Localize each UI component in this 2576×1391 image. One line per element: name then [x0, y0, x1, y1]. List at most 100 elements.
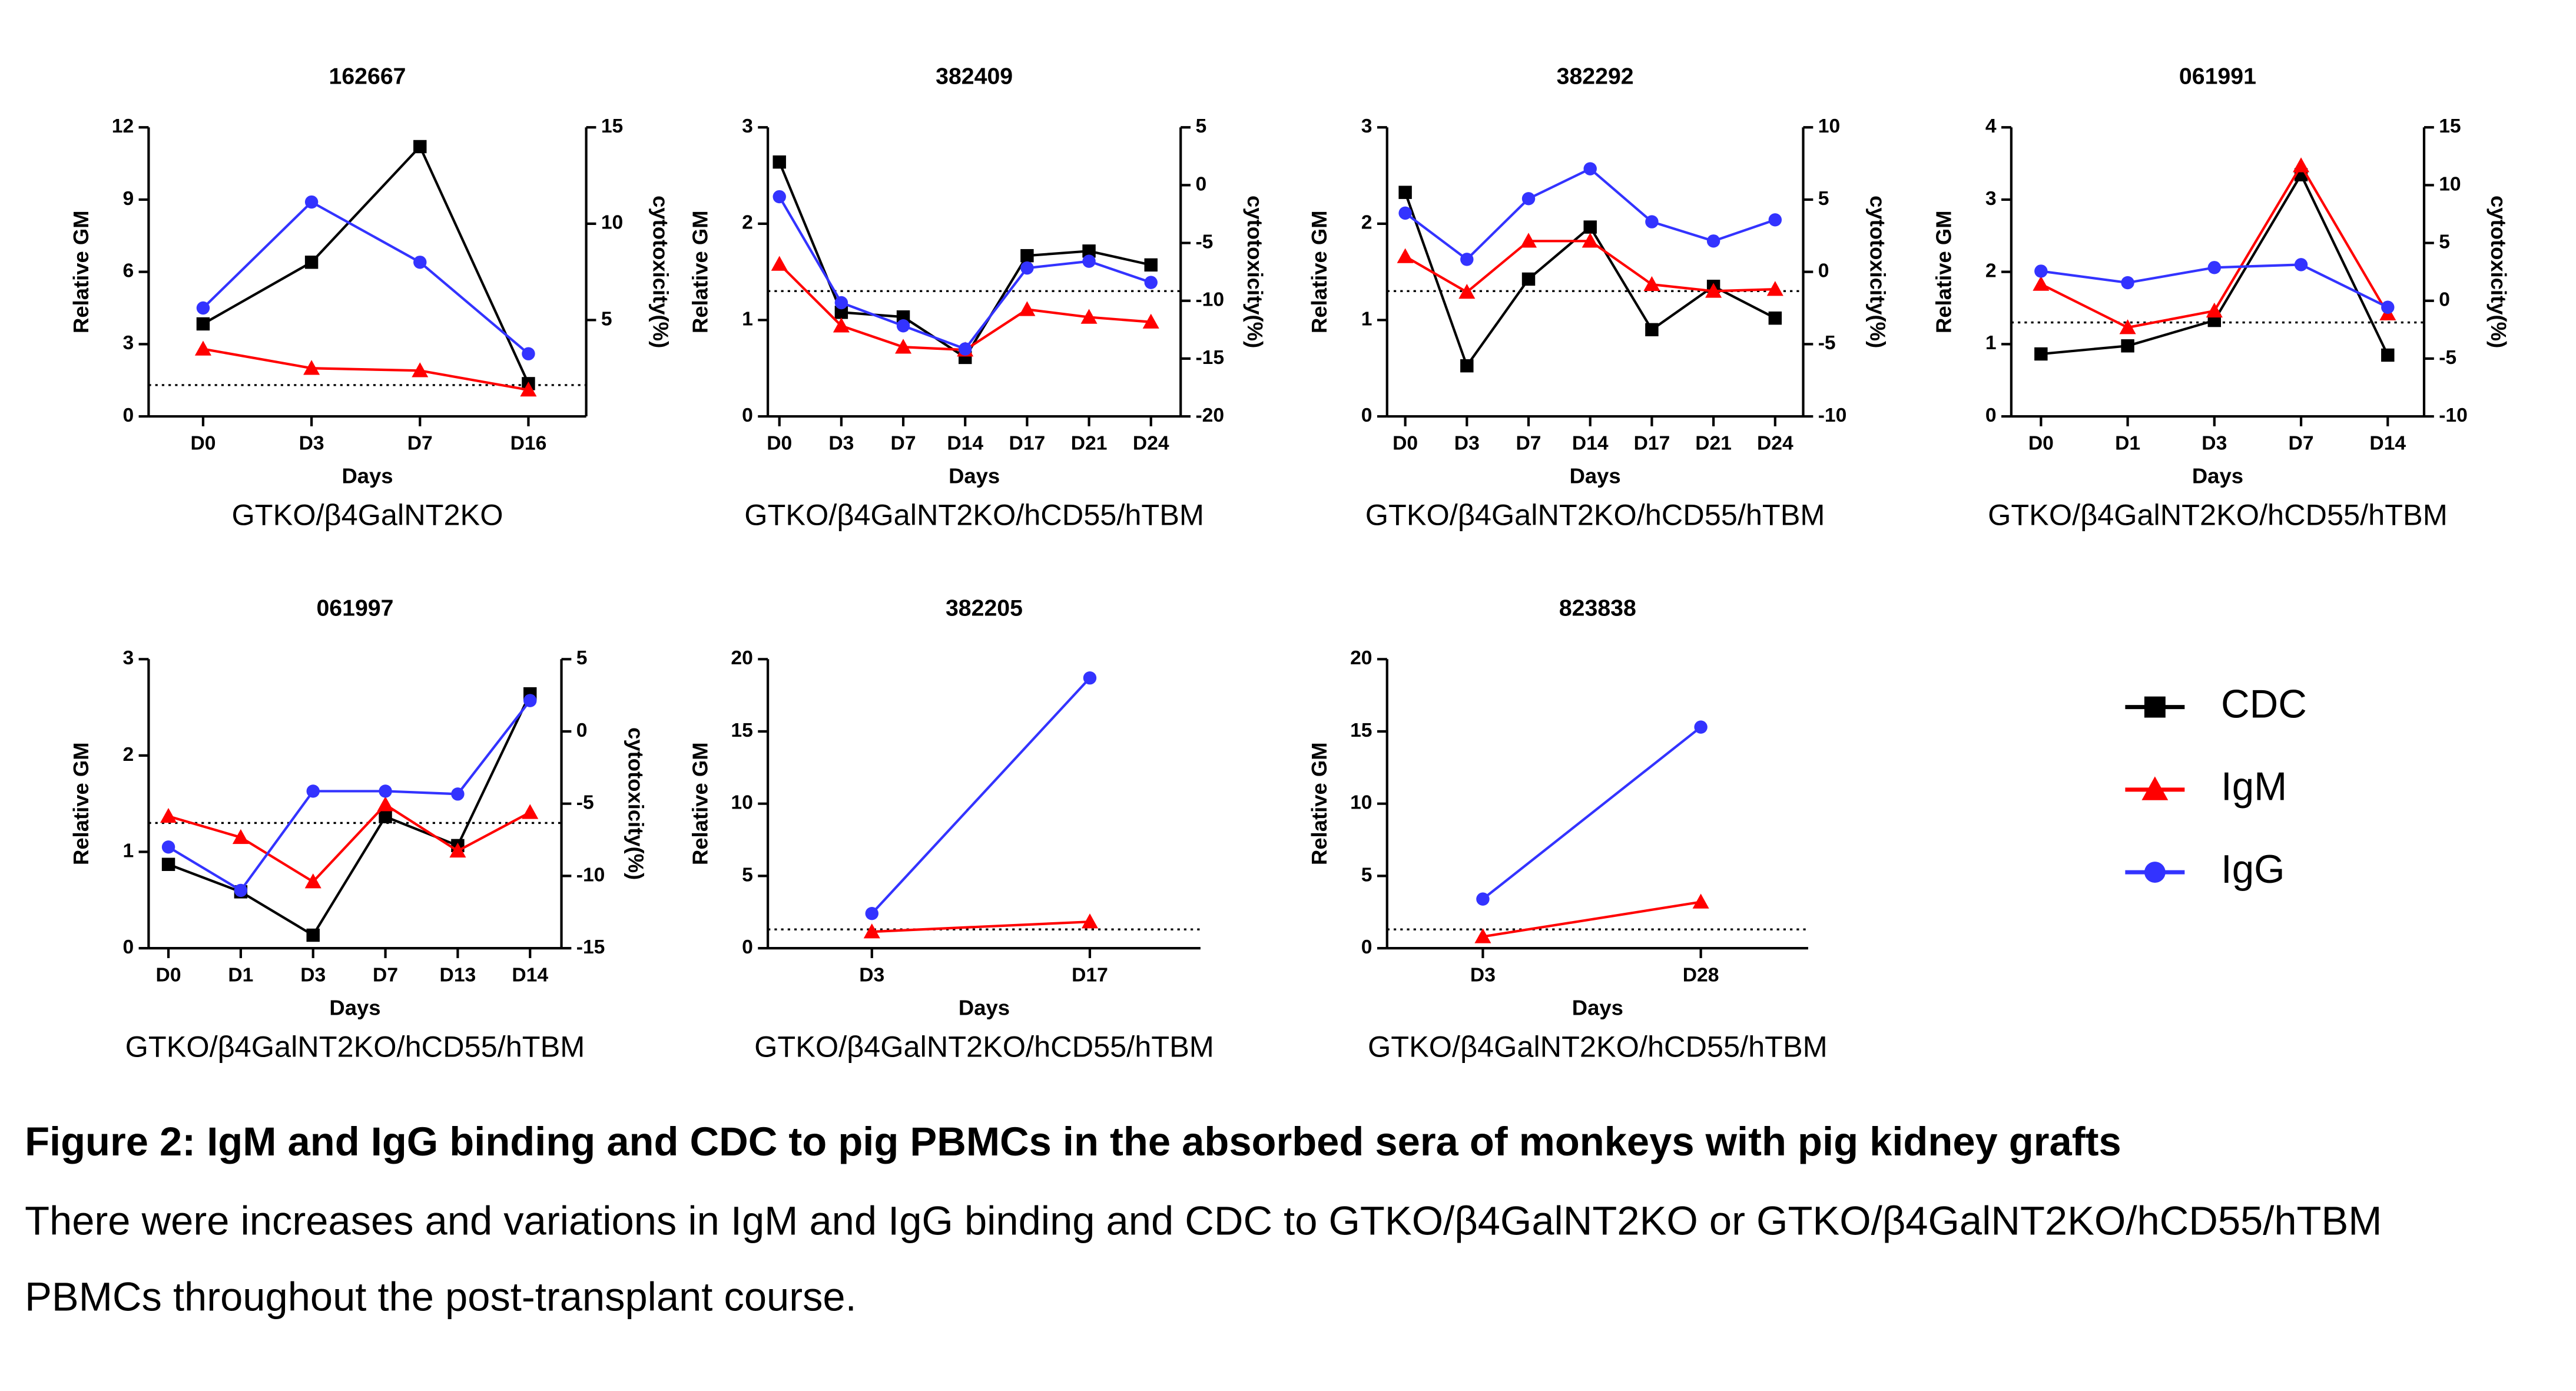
x-tick-label: D21 [1695, 433, 1732, 455]
x-tick-label: D3 [1470, 965, 1496, 986]
chart-title: 382409 [936, 63, 1013, 89]
series-line [1404, 191, 1776, 369]
y2-tick-label: 0 [1818, 260, 1829, 282]
marker [1582, 233, 1599, 248]
marker [1020, 261, 1034, 275]
marker [161, 857, 175, 871]
y-axis-label: Relative GM [688, 742, 712, 865]
marker [1082, 244, 1096, 258]
x-tick-label: D24 [1757, 433, 1793, 455]
marker [1692, 893, 1709, 909]
y-tick-label: 0 [742, 936, 753, 958]
marker [2033, 276, 2050, 291]
marker [1144, 276, 1158, 289]
y-tick-label: 9 [122, 188, 134, 210]
y2-tick-label: -5 [2439, 347, 2456, 369]
marker [304, 256, 319, 269]
marker [834, 296, 848, 310]
y-tick-label: 0 [122, 936, 134, 958]
legend-marker [2141, 776, 2169, 800]
x-tick-label: D3 [300, 965, 326, 986]
marker [1768, 213, 1782, 227]
y2-tick-label: -20 [1195, 405, 1224, 426]
y2-tick-label: 0 [576, 720, 588, 741]
marker [1474, 928, 1491, 943]
x-tick-label: D14 [2369, 433, 2406, 455]
marker [833, 317, 850, 333]
x-tick-label: D1 [228, 965, 253, 986]
marker [896, 319, 910, 333]
marker [522, 804, 539, 819]
marker [2034, 264, 2048, 278]
marker [1645, 215, 1659, 228]
y-tick-label: 20 [731, 647, 752, 669]
marker [773, 190, 786, 204]
marker [1705, 283, 1722, 298]
marker [1144, 258, 1158, 272]
marker [379, 784, 392, 798]
y-tick-label: 2 [122, 744, 134, 766]
marker [1080, 309, 1098, 324]
y-tick-label: 1 [742, 308, 753, 330]
y2-tick-label: -10 [2439, 405, 2468, 426]
series-line [167, 700, 531, 892]
x-tick-label: D7 [407, 433, 433, 455]
marker [1398, 206, 1412, 220]
marker [2034, 347, 2048, 361]
subtitle: GTKO/β4GalNT2KO/hCD55/hTBM [1368, 1029, 1828, 1063]
marker [196, 317, 210, 331]
y-tick-label: 15 [731, 720, 752, 741]
marker [304, 195, 319, 209]
caption-line: PBMCs throughout the post-transplant cou… [25, 1274, 857, 1320]
marker [160, 807, 177, 823]
marker [2381, 300, 2395, 314]
x-axis-label: Days [959, 995, 1010, 1019]
y-tick-label: 3 [122, 647, 134, 669]
marker [520, 382, 537, 397]
marker [1645, 323, 1659, 337]
marker [379, 810, 392, 823]
x-tick-label: D7 [891, 433, 916, 455]
chart-title: 382292 [1557, 63, 1634, 89]
marker [1083, 671, 1097, 685]
x-tick-label: D0 [190, 433, 216, 455]
series-line [871, 920, 1090, 933]
y2-tick-label: 5 [2439, 231, 2450, 253]
y2-tick-label: 10 [601, 212, 623, 234]
x-tick-label: D21 [1071, 433, 1108, 455]
y2-tick-label: -5 [1818, 332, 1836, 354]
y2-tick-label: 10 [2439, 173, 2461, 195]
series-line [202, 200, 529, 355]
y-tick-label: 12 [112, 115, 134, 137]
marker [2121, 276, 2134, 290]
marker [2121, 339, 2134, 353]
x-tick-label: D16 [510, 433, 547, 455]
y-tick-label: 0 [742, 405, 753, 426]
marker [959, 342, 972, 356]
legend-marker [2144, 862, 2166, 883]
y-tick-label: 4 [1985, 115, 1997, 137]
marker [1706, 234, 1720, 248]
marker [1020, 249, 1034, 263]
marker [2119, 319, 2136, 334]
series-line [168, 803, 531, 883]
legend-label: IgM [2221, 765, 2287, 809]
y-tick-label: 5 [1361, 864, 1372, 886]
y2-tick-label: 10 [1818, 115, 1840, 137]
y2-axis-label: cytotoxicity(%) [1865, 196, 1889, 348]
legend-marker [2144, 696, 2166, 718]
y2-axis-label: cytotoxicity(%) [1243, 196, 1267, 348]
x-tick-label: D28 [1683, 965, 1719, 986]
x-tick-label: D17 [1634, 433, 1670, 455]
y-tick-label: 3 [742, 115, 753, 137]
y-tick-label: 3 [122, 332, 134, 354]
x-tick-label: D0 [156, 965, 181, 986]
marker [865, 906, 878, 920]
y-axis-label: Relative GM [1307, 742, 1331, 865]
x-tick-label: D7 [373, 965, 398, 986]
x-axis-label: Days [949, 463, 1000, 488]
x-tick-label: D3 [299, 433, 324, 455]
marker [234, 883, 248, 897]
